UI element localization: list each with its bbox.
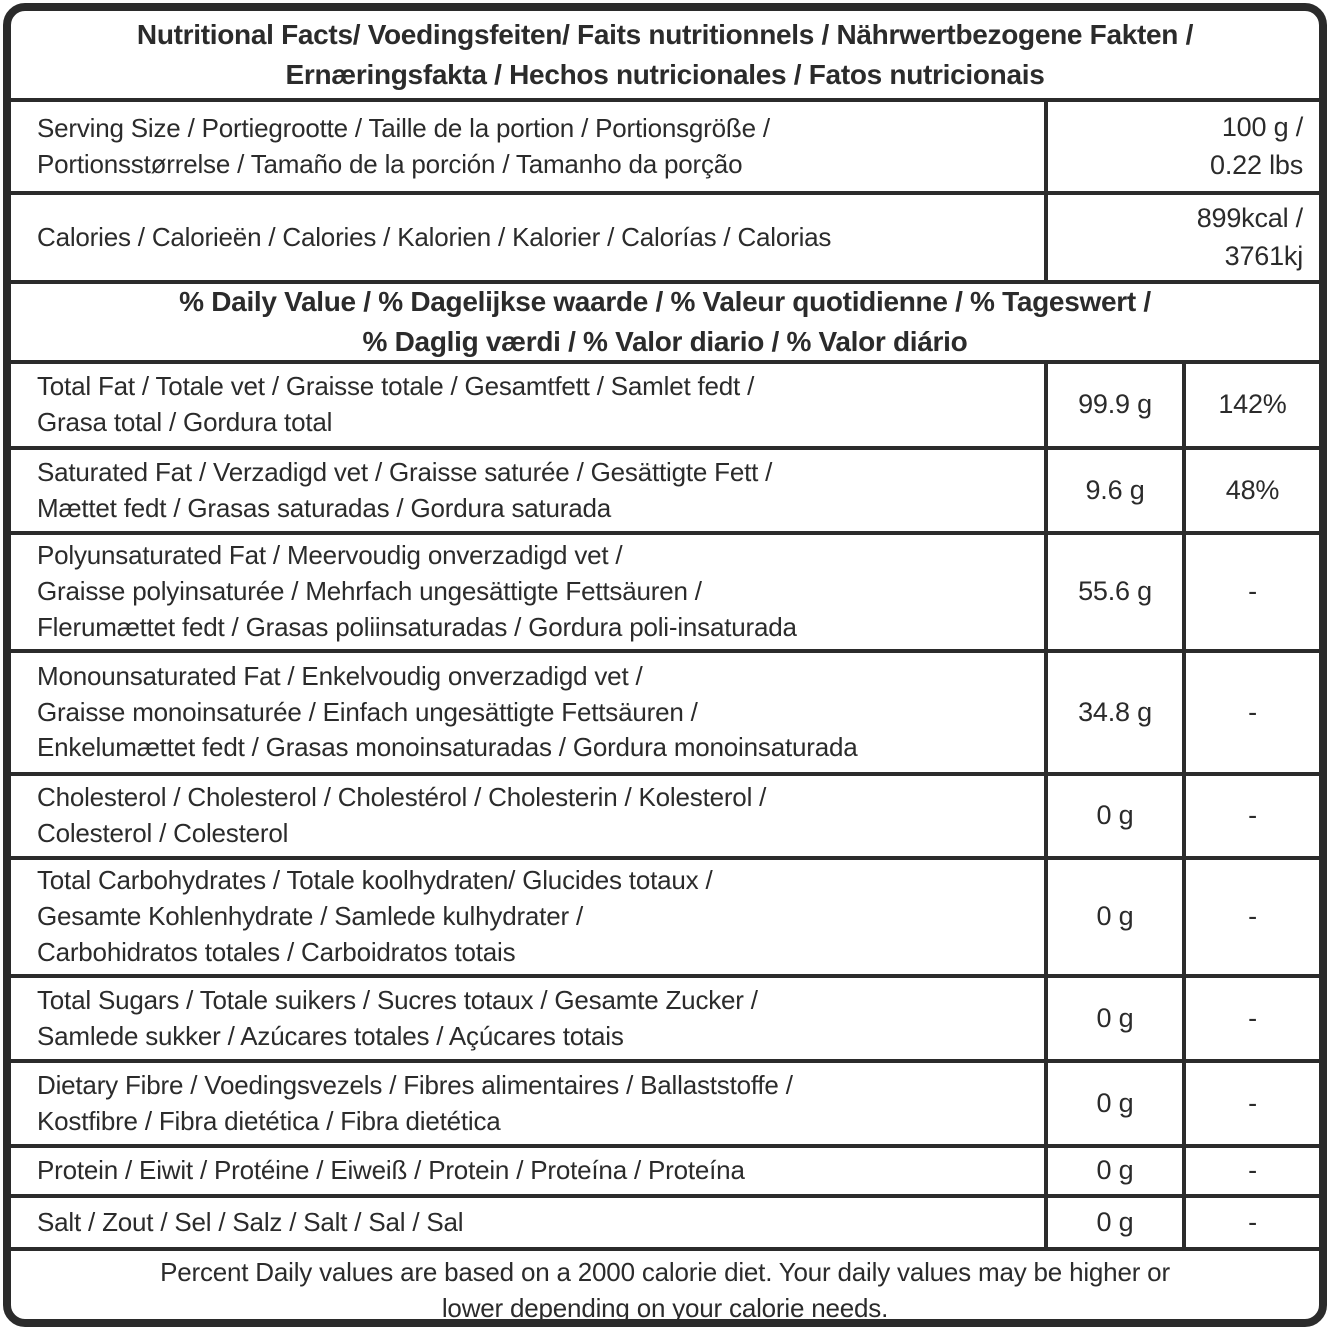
table-row-total-fat: Total Fat / Totale vet / Graisse totale … xyxy=(11,360,1319,446)
nutrient-label: Polyunsaturated Fat / Meervoudig onverza… xyxy=(37,540,797,642)
nutrient-daily-value: - xyxy=(1182,535,1319,649)
serving-size-label: Serving Size / Portiegrootte / Taille de… xyxy=(37,112,770,179)
nutrient-amount: 0 g xyxy=(1044,1198,1182,1247)
nutrient-daily-value: 48% xyxy=(1182,450,1319,531)
calories-row: Calories / Calorieën / Calories / Kalori… xyxy=(11,191,1319,280)
calories-label: Calories / Calorieën / Calories / Kalori… xyxy=(37,221,832,252)
table-row-cholesterol: Cholesterol / Cholesterol / Cholestérol … xyxy=(11,772,1319,856)
table-row-protein: Protein / Eiwit / Protéine / Eiweiß / Pr… xyxy=(11,1144,1319,1194)
nutrient-amount: 0 g xyxy=(1044,978,1182,1059)
daily-value-header: % Daily Value / % Dagelijkse waarde / % … xyxy=(179,286,1151,357)
nutrient-amount: 99.9 g xyxy=(1044,364,1182,446)
serving-size-value: 100 g / 0.22 lbs xyxy=(1044,102,1319,191)
nutrient-label: Monounsaturated Fat / Enkelvoudig onverz… xyxy=(37,660,858,763)
nutrient-label: Cholesterol / Cholesterol / Cholestérol … xyxy=(37,782,767,848)
table-row-dietary-fibre: Dietary Fibre / Voedingsvezels / Fibres … xyxy=(11,1059,1319,1144)
table-row-salt: Salt / Zout / Sel / Salz / Salt / Sal / … xyxy=(11,1194,1319,1247)
nutrient-amount: 9.6 g xyxy=(1044,450,1182,531)
nutrient-daily-value: - xyxy=(1182,1063,1319,1144)
nutrient-label: Salt / Zout / Sel / Salz / Salt / Sal / … xyxy=(37,1206,464,1237)
nutrient-label: Saturated Fat / Verzadigd vet / Graisse … xyxy=(37,456,773,523)
nutrient-amount: 34.8 g xyxy=(1044,653,1182,772)
nutrient-amount: 0 g xyxy=(1044,1063,1182,1144)
table-row-monounsaturated-fat: Monounsaturated Fat / Enkelvoudig onverz… xyxy=(11,649,1319,772)
nutrient-amount: 55.6 g xyxy=(1044,535,1182,649)
table-row-saturated-fat: Saturated Fat / Verzadigd vet / Graisse … xyxy=(11,446,1319,531)
calories-value: 899kcal / 3761kj xyxy=(1044,195,1319,280)
table-row-total-sugars: Total Sugars / Totale suikers / Sucres t… xyxy=(11,974,1319,1059)
label-title: Nutritional Facts/ Voedingsfeiten/ Faits… xyxy=(136,18,1194,90)
nutrient-label: Total Sugars / Totale suikers / Sucres t… xyxy=(37,984,758,1051)
footnote-text: Percent Daily values are based on a 2000… xyxy=(160,1257,1170,1323)
daily-value-header-row: % Daily Value / % Dagelijkse waarde / % … xyxy=(11,280,1319,360)
footnote-row: Percent Daily values are based on a 2000… xyxy=(11,1247,1319,1323)
nutrient-label: Protein / Eiwit / Protéine / Eiweiß / Pr… xyxy=(37,1155,745,1186)
nutrient-amount: 0 g xyxy=(1044,776,1182,856)
title-row: Nutritional Facts/ Voedingsfeiten/ Faits… xyxy=(11,11,1319,98)
nutrient-amount: 0 g xyxy=(1044,1148,1182,1194)
nutrient-amount: 0 g xyxy=(1044,860,1182,974)
table-row-total-carbohydrates: Total Carbohydrates / Totale koolhydrate… xyxy=(11,856,1319,974)
nutrient-label: Dietary Fibre / Voedingsvezels / Fibres … xyxy=(37,1069,793,1136)
table-row-polyunsaturated-fat: Polyunsaturated Fat / Meervoudig onverza… xyxy=(11,531,1319,649)
nutrient-label: Total Fat / Totale vet / Graisse totale … xyxy=(37,371,755,437)
nutrient-label: Total Carbohydrates / Totale koolhydrate… xyxy=(37,865,713,967)
nutrient-daily-value: - xyxy=(1182,978,1319,1059)
nutrient-daily-value: - xyxy=(1182,653,1319,772)
nutrient-daily-value: - xyxy=(1182,1198,1319,1247)
serving-size-row: Serving Size / Portiegrootte / Taille de… xyxy=(11,98,1319,191)
nutrient-daily-value: 142% xyxy=(1182,364,1319,446)
nutrient-daily-value: - xyxy=(1182,1148,1319,1194)
nutrient-daily-value: - xyxy=(1182,776,1319,856)
nutrient-daily-value: - xyxy=(1182,860,1319,974)
nutrition-facts-label: Nutritional Facts/ Voedingsfeiten/ Faits… xyxy=(3,3,1327,1327)
